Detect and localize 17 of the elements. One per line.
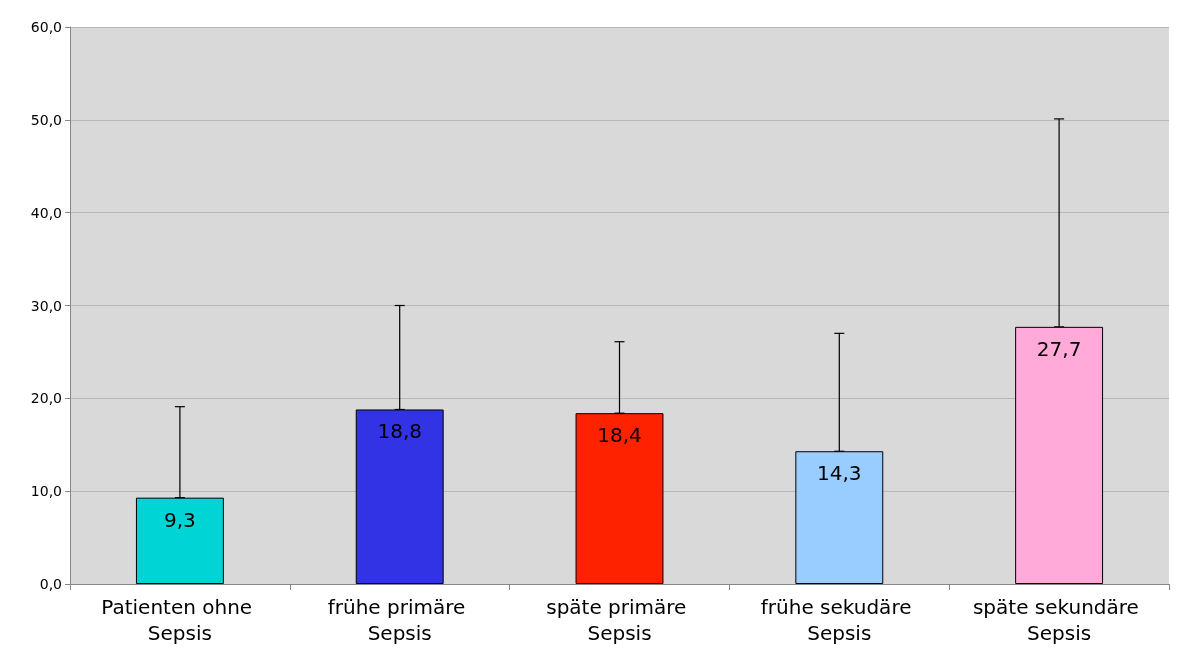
y-tick-label: 50,0 bbox=[30, 111, 62, 128]
x-tick-label: frühe sekudäre Sepsis bbox=[760, 595, 918, 645]
data-label: 9,3 bbox=[163, 507, 196, 532]
y-tick-label: 40,0 bbox=[30, 204, 62, 221]
data-label: 18,4 bbox=[597, 423, 642, 448]
y-tick-label: 10,0 bbox=[30, 483, 62, 500]
data-label: 27,7 bbox=[1036, 336, 1082, 361]
y-tick-label: 30,0 bbox=[30, 297, 62, 314]
x-tick-label: späte primäre Sepsis bbox=[546, 595, 693, 645]
y-tick-label: 60,0 bbox=[30, 19, 62, 35]
data-label: 14,3 bbox=[817, 461, 862, 486]
x-tick-label: frühe primäre Sepsis bbox=[327, 595, 472, 645]
x-tick-label: späte sekundäre Sepsis bbox=[972, 595, 1146, 645]
y-tick-label: 0,0 bbox=[39, 576, 62, 592]
y-tick-label: 20,0 bbox=[30, 390, 62, 407]
x-tick-label: Patienten ohne Sepsis bbox=[101, 595, 259, 645]
data-label: 18,8 bbox=[377, 419, 422, 444]
